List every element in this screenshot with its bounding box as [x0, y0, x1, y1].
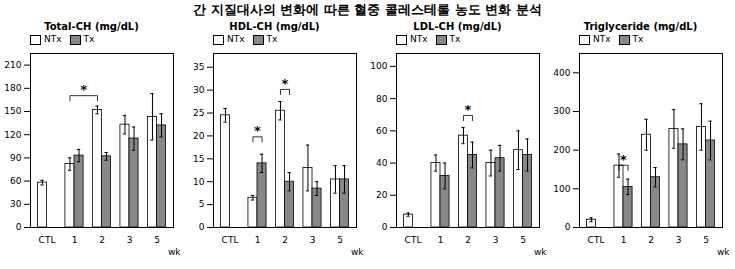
svg-text:60: 60: [376, 126, 388, 136]
html-text:NTx: NTx: [410, 34, 428, 44]
html-text:LDL-CH (mg/dL): LDL-CH (mg/dL): [413, 21, 502, 32]
svg-text:*: *: [254, 123, 261, 138]
html-text:NTx: NTx: [227, 34, 245, 44]
html-text:Tx: Tx: [266, 34, 278, 44]
svg-text:5: 5: [703, 235, 709, 245]
svg-text:20: 20: [376, 190, 388, 200]
svg-text:20: 20: [193, 131, 205, 141]
svg-text:10: 10: [193, 177, 205, 187]
html-text:Triglyceride (mg/dL): Triglyceride (mg/dL): [583, 21, 698, 32]
svg-text:0: 0: [382, 222, 388, 232]
svg-text:wk: wk: [534, 247, 547, 257]
svg-text:0: 0: [565, 222, 571, 232]
svg-text:400: 400: [553, 68, 570, 78]
svg-text:150: 150: [4, 106, 21, 116]
svg-text:90: 90: [10, 153, 22, 163]
svg-text:CTL: CTL: [222, 235, 239, 245]
svg-text:3: 3: [127, 235, 133, 245]
svg-text:0: 0: [16, 222, 22, 232]
svg-text:25: 25: [193, 108, 204, 118]
svg-text:wk: wk: [168, 247, 181, 257]
svg-text:CTL: CTL: [588, 235, 605, 245]
svg-text:2: 2: [99, 235, 105, 245]
svg-text:200: 200: [553, 145, 570, 155]
html-text:Tx: Tx: [632, 34, 644, 44]
svg-text:*: *: [282, 76, 289, 91]
svg-text:15: 15: [193, 154, 204, 164]
svg-text:1: 1: [72, 235, 78, 245]
svg-text:60: 60: [10, 176, 22, 186]
svg-text:1: 1: [438, 235, 444, 245]
svg-text:3: 3: [676, 235, 682, 245]
svg-text:3: 3: [310, 235, 316, 245]
html-text:HDL-CH (mg/dL): HDL-CH (mg/dL): [229, 21, 320, 32]
svg-text:5: 5: [520, 235, 526, 245]
html-text:Total-CH (mg/dL): Total-CH (mg/dL): [44, 21, 139, 32]
html-text:간 지질대사의 변화에 따른 혈중 콜레스테롤 농도 변화: 간 지질대사의 변화에 따른 혈중 콜레스테롤 농도 변화 분석: [193, 2, 542, 17]
svg-text:120: 120: [4, 130, 21, 140]
html-text:NTx: NTx: [593, 34, 611, 44]
svg-text:80: 80: [376, 93, 388, 103]
svg-text:2: 2: [648, 235, 654, 245]
svg-text:35: 35: [193, 62, 204, 72]
svg-text:30: 30: [10, 199, 22, 209]
svg-text:5: 5: [199, 199, 205, 209]
svg-text:2: 2: [282, 235, 288, 245]
svg-text:30: 30: [193, 85, 205, 95]
svg-text:5: 5: [337, 235, 343, 245]
svg-text:210: 210: [4, 60, 21, 70]
html-text:NTx: NTx: [44, 34, 62, 44]
svg-text:3: 3: [493, 235, 499, 245]
svg-text:CTL: CTL: [39, 235, 56, 245]
svg-text:0: 0: [199, 222, 205, 232]
svg-text:40: 40: [376, 158, 388, 168]
svg-text:*: *: [80, 82, 87, 97]
svg-text:180: 180: [4, 83, 21, 93]
svg-text:*: *: [620, 152, 627, 167]
svg-text:1: 1: [621, 235, 627, 245]
svg-text:*: *: [465, 102, 472, 117]
svg-text:2: 2: [465, 235, 471, 245]
svg-text:CTL: CTL: [405, 235, 422, 245]
svg-text:1: 1: [255, 235, 261, 245]
svg-text:100: 100: [553, 184, 570, 194]
svg-text:5: 5: [154, 235, 160, 245]
svg-text:wk: wk: [717, 247, 730, 257]
svg-text:wk: wk: [351, 247, 364, 257]
html-text:Tx: Tx: [83, 34, 95, 44]
svg-text:300: 300: [553, 106, 570, 116]
html-text:Tx: Tx: [449, 34, 461, 44]
svg-text:100: 100: [370, 61, 387, 71]
